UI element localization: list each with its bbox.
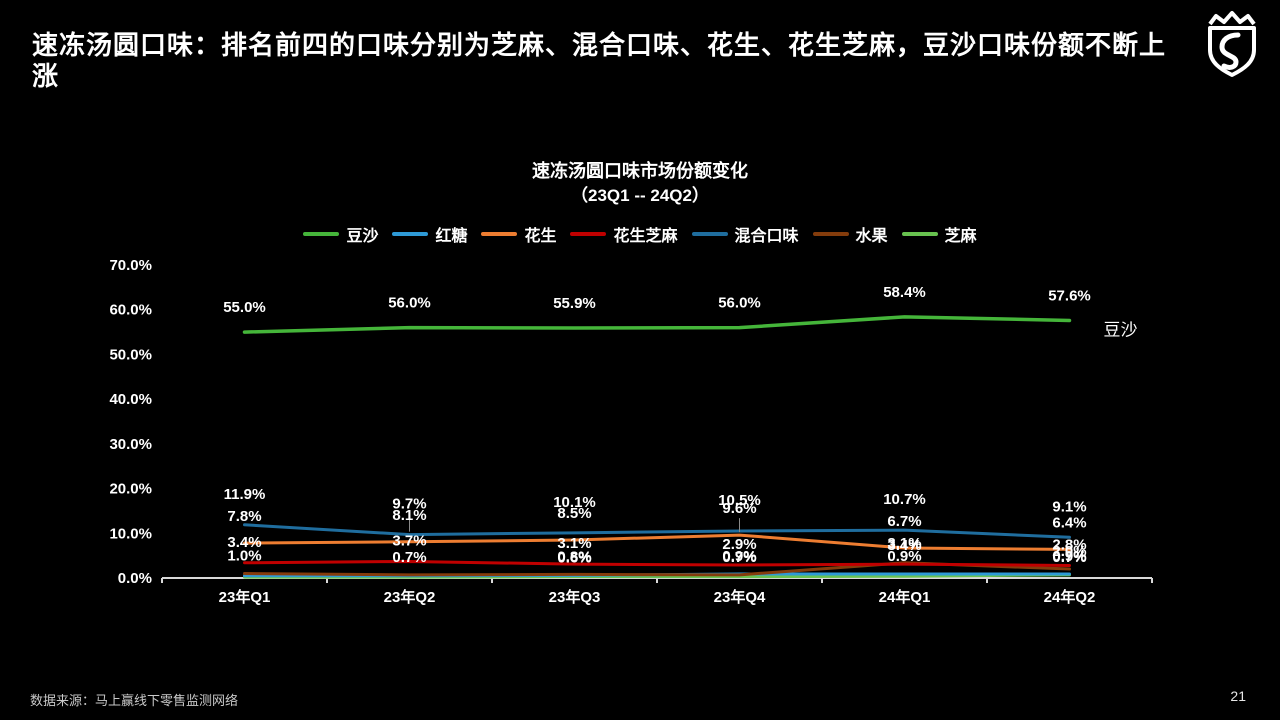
legend-label: 水果 xyxy=(855,228,888,245)
chart-legend: 豆沙 红糖 花生 花生芝麻 混合口味 水果 芝麻 xyxy=(0,222,1280,246)
shield-crown-logo-icon xyxy=(1208,11,1256,77)
data-label-红糖: 0.6% xyxy=(557,549,591,566)
data-label-红糖: 0.9% xyxy=(722,548,756,565)
data-label-混合口味: 10.1% xyxy=(553,494,596,511)
chart-title: 速冻汤圆口味市场份额变化 xyxy=(532,161,748,181)
series-line-花生 xyxy=(243,533,1071,551)
data-label-花生: 8.5% xyxy=(557,505,591,522)
legend-swatch-icon xyxy=(303,232,340,236)
data-label-豆沙: 55.9% xyxy=(553,295,596,312)
x-axis xyxy=(161,577,1153,583)
legend-swatch-icon xyxy=(691,232,728,236)
legend-swatch-icon xyxy=(570,232,607,236)
y-axis-tick-label: 70.0% xyxy=(109,257,152,274)
data-label-红糖: 0.9% xyxy=(1052,548,1086,565)
data-label-花生芝麻: 3.4% xyxy=(227,534,261,551)
y-axis-tick-label: 60.0% xyxy=(109,302,152,319)
legend-swatch-icon xyxy=(812,232,849,236)
series-line-混合口味 xyxy=(243,523,1071,539)
x-axis-tick-label: 23年Q2 xyxy=(384,588,436,606)
data-label-豆沙: 57.6% xyxy=(1048,287,1091,304)
y-axis-tick-label: 0.0% xyxy=(118,570,152,587)
data-label-混合口味: 10.7% xyxy=(883,491,926,508)
page-title: 速冻汤圆口味：排名前四的口味分别为芝麻、混合口味、花生、花生芝麻，豆沙口味份额不… xyxy=(32,30,1167,92)
legend-label: 花生芝麻 xyxy=(613,228,678,245)
data-label-花生芝麻: 2.8% xyxy=(1052,536,1086,553)
data-label-花生芝麻: 3.1% xyxy=(887,535,921,552)
y-axis-tick-label: 50.0% xyxy=(109,346,152,363)
y-axis-tick-label: 20.0% xyxy=(109,481,152,498)
data-label-花生芝麻: 3.7% xyxy=(392,532,426,549)
data-label-水果: 1.0% xyxy=(227,548,261,565)
legend-item-水果: 水果 xyxy=(812,222,888,246)
data-label-花生: 6.4% xyxy=(1052,514,1086,531)
legend-label: 花生 xyxy=(524,228,557,245)
data-label-水果: 0.7% xyxy=(392,549,426,566)
data-label-水果: 0.8% xyxy=(557,548,591,565)
data-label-花生: 9.6% xyxy=(722,500,756,517)
data-label-花生: 7.8% xyxy=(227,508,261,525)
legend-label: 红糖 xyxy=(435,228,468,245)
data-label-花生芝麻: 3.1% xyxy=(557,535,591,552)
data-source-note: 数据来源：马上赢线下零售监测网络 xyxy=(30,693,239,708)
legend-item-混合口味: 混合口味 xyxy=(691,222,799,246)
y-axis-tick-label: 40.0% xyxy=(109,391,152,408)
series-line-豆沙 xyxy=(242,315,1072,334)
data-label-花生: 8.1% xyxy=(392,507,426,524)
legend-label: 混合口味 xyxy=(734,228,799,245)
legend-item-花生: 花生 xyxy=(481,222,556,246)
data-label-豆沙: 56.0% xyxy=(718,295,761,312)
data-label-芝麻: 0.7% xyxy=(1052,549,1086,566)
x-axis-tick-label: 23年Q4 xyxy=(714,588,766,606)
x-axis-tick-label: 23年Q3 xyxy=(549,588,601,606)
data-label-水果: 3.4% xyxy=(887,537,921,554)
data-label-混合口味: 9.7% xyxy=(392,496,426,513)
legend-swatch-icon xyxy=(901,232,938,236)
legend-item-红糖: 红糖 xyxy=(392,222,467,246)
x-axis-tick-label: 23年Q1 xyxy=(219,588,271,606)
data-label-混合口味: 11.9% xyxy=(224,486,266,503)
x-axis-tick-label: 24年Q2 xyxy=(1044,588,1096,606)
page-number: 21 xyxy=(1230,688,1246,704)
data-label-混合口味: 9.1% xyxy=(1052,498,1086,515)
data-label-红糖: 0.9% xyxy=(887,548,921,565)
data-label-水果: 2.0% xyxy=(1052,543,1086,560)
data-label-水果: 0.7% xyxy=(722,549,756,566)
x-axis-tick-label: 24年Q1 xyxy=(879,588,931,606)
y-axis-tick-label: 30.0% xyxy=(109,436,152,453)
series-end-label-豆沙: 豆沙 xyxy=(1104,320,1138,339)
legend-item-豆沙: 豆沙 xyxy=(303,222,378,246)
data-label-花生芝麻: 2.9% xyxy=(722,536,756,553)
legend-swatch-icon xyxy=(392,232,429,236)
data-label-豆沙: 55.0% xyxy=(223,299,266,316)
chart-subtitle: （23Q1 -- 24Q2） xyxy=(571,186,709,205)
legend-label: 芝麻 xyxy=(944,228,977,245)
legend-label: 豆沙 xyxy=(346,228,379,245)
data-label-花生: 6.7% xyxy=(887,513,921,530)
data-label-混合口味: 10.5% xyxy=(718,492,761,509)
legend-item-芝麻: 芝麻 xyxy=(901,222,977,246)
y-axis-tick-label: 10.0% xyxy=(109,525,152,542)
legend-item-花生芝麻: 花生芝麻 xyxy=(570,222,678,246)
legend-swatch-icon xyxy=(481,232,518,236)
data-label-豆沙: 58.4% xyxy=(883,284,926,301)
data-label-豆沙: 56.0% xyxy=(388,295,431,312)
series-line-花生芝麻 xyxy=(243,559,1071,567)
